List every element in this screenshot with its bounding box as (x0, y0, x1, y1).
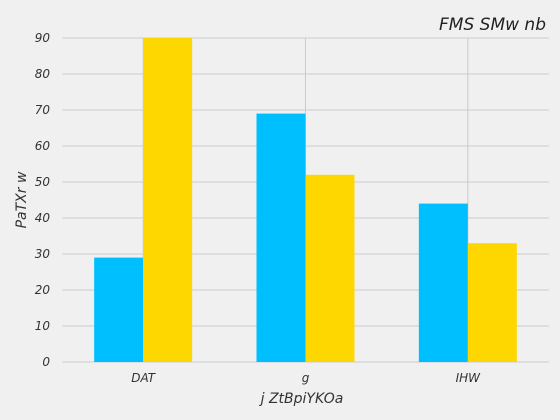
bar-series2 (306, 175, 355, 362)
x-tick-label: g (302, 371, 310, 385)
y-tick-label: 20 (35, 283, 51, 297)
y-tick-label: 30 (35, 247, 51, 261)
y-tick-label: 40 (35, 211, 51, 225)
bar-series1 (257, 114, 306, 362)
bar-series2 (143, 38, 192, 362)
chart-title: FMS SMw nb (439, 15, 546, 35)
y-tick-label: 0 (42, 355, 50, 369)
y-tick-label: 80 (35, 67, 51, 81)
x-tick-label: IHW (456, 371, 482, 385)
x-tick-label: DAT (131, 371, 157, 385)
y-tick-label: 60 (35, 139, 51, 153)
bar-series2 (468, 243, 517, 362)
y-tick-label: 70 (35, 103, 51, 117)
bar-series1 (419, 204, 468, 362)
y-axis-label: PaTXr w (14, 171, 30, 228)
y-tick-label: 90 (35, 31, 51, 45)
y-tick-label: 50 (35, 175, 51, 189)
bar-series1 (94, 258, 143, 362)
x-axis-label: j ZtBpiYKOa (259, 391, 344, 407)
y-tick-label: 10 (35, 319, 51, 333)
